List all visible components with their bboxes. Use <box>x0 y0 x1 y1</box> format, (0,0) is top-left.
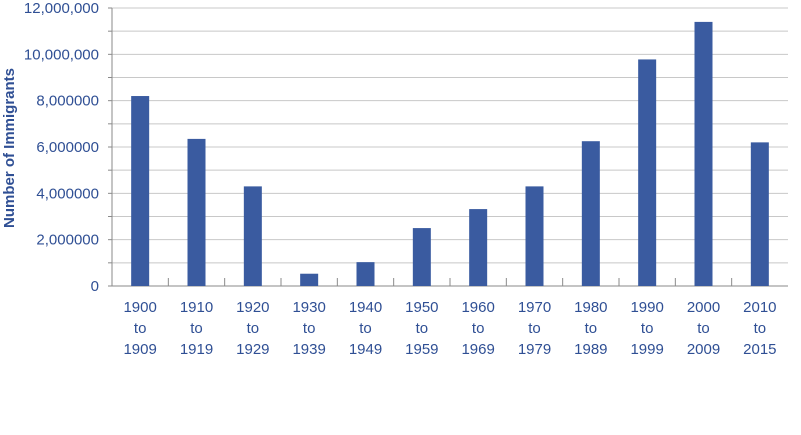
bar <box>187 138 206 286</box>
y-tick-label: 0 <box>91 278 99 295</box>
x-tick-label: 1920 <box>236 299 269 316</box>
x-tick-label: 1960 <box>461 299 494 316</box>
x-tick-label: to <box>641 320 654 337</box>
x-tick-label: 2015 <box>743 341 776 358</box>
y-tick-labels: 0 2,000000 4,000000 6,000000 8,000000 10,000,… <box>24 0 99 295</box>
x-tick-label: 1939 <box>292 341 325 358</box>
x-tick-label: 1950 <box>405 299 438 316</box>
bar <box>694 21 713 287</box>
y-axis-title: Number of Immigrants <box>1 68 18 228</box>
x-tick-label: to <box>585 320 598 337</box>
x-tick-label: 2000 <box>687 299 720 316</box>
x-tick-label: 1999 <box>630 341 663 358</box>
bar <box>638 59 657 287</box>
x-tick-label: 1979 <box>518 341 551 358</box>
bar <box>525 186 544 286</box>
grid-lines <box>112 7 788 264</box>
y-tick-label: 6,000000 <box>36 139 99 156</box>
x-tick-label: to <box>472 320 485 337</box>
y-tick-label: 8,000000 <box>36 93 99 110</box>
x-tick-label: 1969 <box>461 341 494 358</box>
x-tick-label: to <box>528 320 541 337</box>
x-tick-label: 1970 <box>518 299 551 316</box>
x-tick-label: 1949 <box>349 341 382 358</box>
x-tick-label: to <box>303 320 316 337</box>
x-tick-label: 1900 <box>123 299 156 316</box>
x-tick-label: to <box>359 320 372 337</box>
x-tick-label: 1930 <box>292 299 325 316</box>
y-tick-label: 2,000000 <box>36 232 99 249</box>
x-tick-label: to <box>697 320 710 337</box>
bar <box>412 228 431 286</box>
x-tick-label: to <box>416 320 429 337</box>
x-tick-label: 1910 <box>180 299 213 316</box>
x-tick-label: to <box>247 320 260 337</box>
y-tick-label: 12,000,000 <box>24 0 99 17</box>
x-tick-label: 1959 <box>405 341 438 358</box>
bar <box>469 209 488 286</box>
x-tick-label: 1929 <box>236 341 269 358</box>
x-tick-label: 1919 <box>180 341 213 358</box>
axes <box>108 7 788 287</box>
x-tick-label: 1989 <box>574 341 607 358</box>
bar <box>750 142 769 286</box>
x-tick-label: 1940 <box>349 299 382 316</box>
x-tick-label: 1990 <box>630 299 663 316</box>
x-tick-label: 1980 <box>574 299 607 316</box>
bars <box>131 21 769 287</box>
x-tick-label: 2010 <box>743 299 776 316</box>
y-tick-label: 4,000000 <box>36 185 99 202</box>
bar <box>356 262 375 286</box>
y-tick-label: 10,000,000 <box>24 46 99 63</box>
bar <box>131 96 150 287</box>
x-tick-label: to <box>754 320 767 337</box>
bar <box>243 186 262 286</box>
bar <box>300 273 319 286</box>
x-tick-label: 2009 <box>687 341 720 358</box>
bar <box>581 141 600 286</box>
x-tick-labels: 1900 to 1909 1910 to 1919 1920 to 1929 1930 to 1939… <box>123 299 776 358</box>
x-tick-label: to <box>134 320 147 337</box>
x-tick-label: to <box>190 320 203 337</box>
x-tick-label: 1909 <box>123 341 156 358</box>
